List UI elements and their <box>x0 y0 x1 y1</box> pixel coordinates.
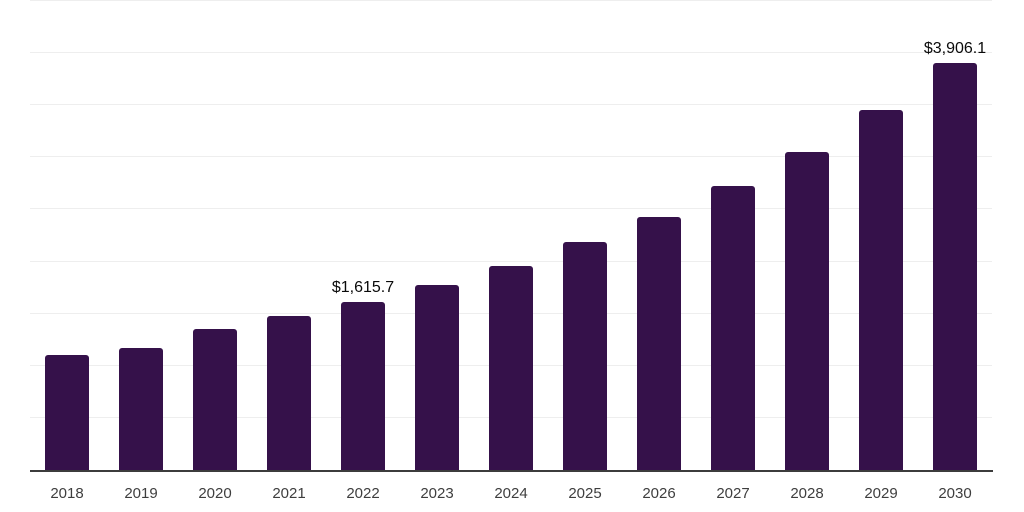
bar-2028 <box>785 152 829 470</box>
x-tick-label-2022: 2022 <box>346 485 380 502</box>
x-tick-label-2027: 2027 <box>716 485 750 502</box>
bar-2019 <box>119 347 163 470</box>
bar-2026 <box>637 216 681 470</box>
gridline-2500 <box>30 208 992 210</box>
bar-2021 <box>267 315 311 470</box>
x-tick-label-2019: 2019 <box>124 485 158 502</box>
bar-2024 <box>489 265 533 470</box>
gridline-4500 <box>30 0 992 1</box>
bar-2025 <box>563 242 607 470</box>
x-tick-label-2030: 2030 <box>938 485 972 502</box>
x-axis-line <box>30 470 993 472</box>
x-tick-label-2023: 2023 <box>420 485 454 502</box>
bar-value-label-2022: $1,615.7 <box>331 278 395 296</box>
bar-value-label-2030: $3,906.1 <box>923 39 987 57</box>
gridline-4000 <box>30 52 992 54</box>
x-tick-label-2029: 2029 <box>864 485 898 502</box>
gridline-2000 <box>30 260 992 262</box>
x-axis-labels: 2018 2019 2020 2021 2022 2023 2024 2025 2026 2027… <box>30 486 992 506</box>
bar-2018 <box>45 355 89 470</box>
bar-2030 <box>933 62 977 470</box>
x-tick-label-2028: 2028 <box>790 485 824 502</box>
x-tick-label-2018: 2018 <box>50 485 84 502</box>
bar-2029 <box>859 110 903 470</box>
gridline-3500 <box>30 104 992 106</box>
x-tick-label-2025: 2025 <box>568 485 602 502</box>
bar-2022 <box>341 301 385 470</box>
bar-2020 <box>193 328 237 470</box>
bar-2023 <box>415 284 459 470</box>
x-tick-label-2026: 2026 <box>642 485 676 502</box>
x-tick-label-2024: 2024 <box>494 485 528 502</box>
plot-area: $1,615.7 $3,906.1 <box>30 0 992 470</box>
x-tick-label-2021: 2021 <box>272 485 306 502</box>
gridline-3000 <box>30 156 992 158</box>
x-tick-label-2020: 2020 <box>198 485 232 502</box>
bar-2027 <box>711 186 755 470</box>
